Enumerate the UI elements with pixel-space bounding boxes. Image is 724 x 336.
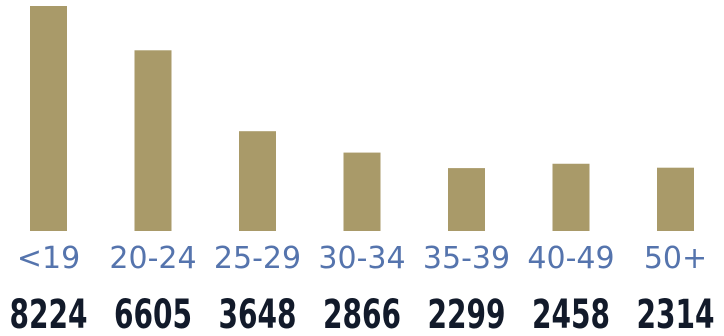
bar-5	[552, 163, 590, 231]
category-label-1: 20-24	[109, 241, 196, 276]
value-labels-group: 8224 6605 3648 2866 2299 2458 2314	[10, 292, 715, 336]
bar-3	[343, 152, 381, 231]
value-label-1: 6605	[114, 292, 192, 336]
bar-1	[134, 50, 172, 231]
category-label-2: 25-29	[214, 241, 301, 276]
category-label-5: 40-49	[527, 241, 614, 276]
bar-0	[30, 6, 67, 231]
value-label-4: 2299	[428, 292, 506, 336]
bar-4	[448, 168, 485, 231]
bar-2	[239, 131, 276, 231]
category-label-4: 35-39	[423, 241, 510, 276]
category-label-3: 30-34	[318, 241, 405, 276]
category-label-0: <19	[17, 241, 80, 276]
value-label-5: 2458	[532, 292, 610, 336]
bar-6	[657, 167, 694, 231]
value-label-0: 8224	[10, 292, 88, 336]
value-label-2: 3648	[219, 292, 297, 336]
value-label-3: 2866	[323, 292, 401, 336]
category-labels-group: <19 20-24 25-29 30-34 35-39 40-49 50+	[17, 241, 707, 276]
bars-group	[30, 6, 694, 231]
value-label-6: 2314	[637, 292, 715, 336]
category-label-6: 50+	[644, 241, 707, 276]
